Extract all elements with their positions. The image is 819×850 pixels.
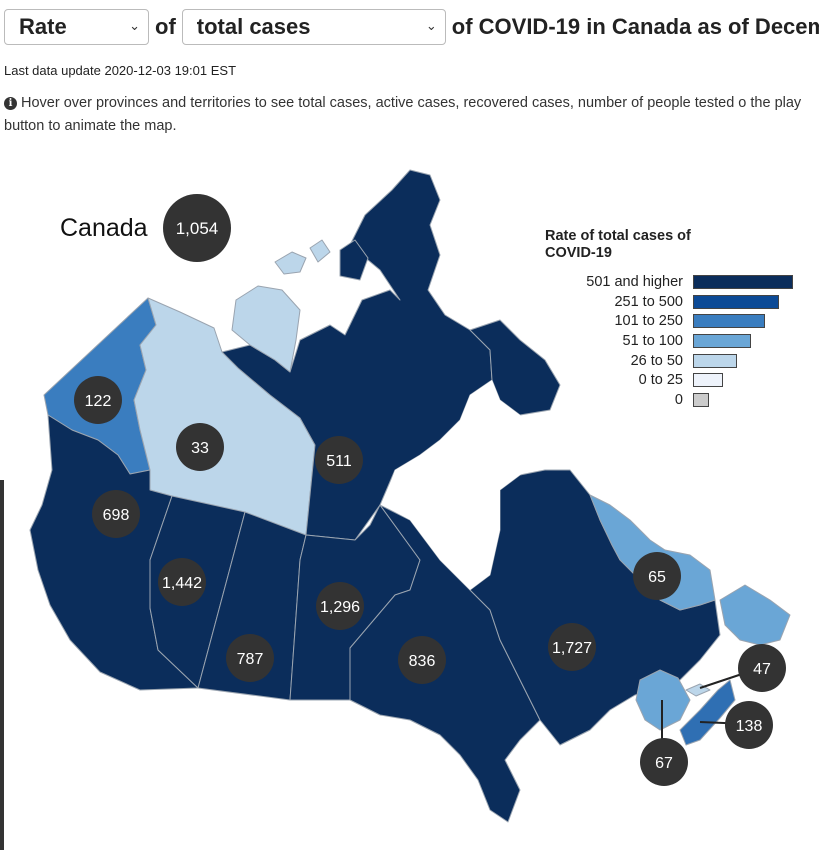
legend-swatch bbox=[693, 294, 779, 309]
legend-swatch bbox=[693, 314, 765, 329]
metric-select[interactable]: Rate ⌄ bbox=[4, 9, 149, 45]
legend-swatch bbox=[693, 274, 793, 289]
region-value: 787 bbox=[237, 651, 264, 668]
legend-item-label: 0 bbox=[674, 391, 683, 408]
info-text-block: i Hover over provinces and territories to… bbox=[4, 92, 816, 138]
region-nwt-island[interactable] bbox=[231, 285, 301, 373]
region-value: 511 bbox=[326, 453, 352, 470]
legend-item: 0 bbox=[545, 390, 793, 410]
region-bubble-circle bbox=[158, 558, 206, 606]
region-bubble-circle bbox=[74, 376, 122, 424]
side-panel-edge bbox=[0, 480, 4, 850]
legend-item-label: 251 to 500 bbox=[614, 293, 683, 310]
region-bubble-circle bbox=[640, 738, 688, 786]
region-bubble-sk[interactable]: 787 bbox=[226, 634, 274, 682]
region-bubble-mb[interactable]: 1,296 bbox=[316, 582, 364, 630]
canada-label: Canada bbox=[60, 214, 148, 242]
region-bubble-circle bbox=[738, 644, 786, 692]
legend-item: 0 to 25 bbox=[545, 370, 793, 390]
metric-select-value: Rate bbox=[19, 14, 67, 39]
chevron-down-icon: ⌄ bbox=[129, 18, 140, 33]
region-value: 698 bbox=[103, 507, 130, 524]
region-bubble-circle bbox=[316, 582, 364, 630]
region-value: 122 bbox=[85, 393, 112, 410]
legend-item-label: 101 to 250 bbox=[614, 313, 683, 330]
legend-item-label: 26 to 50 bbox=[630, 352, 683, 369]
region-value: 67 bbox=[655, 755, 673, 772]
region-nwt-island[interactable] bbox=[309, 239, 331, 263]
region-bubble-circle bbox=[398, 636, 446, 684]
legend-item: 501 and higher bbox=[545, 272, 793, 292]
legend-title: Rate of total cases of COVID-19 bbox=[545, 228, 691, 261]
region-bubble-circle bbox=[725, 701, 773, 749]
legend-item: 101 to 250 bbox=[545, 311, 793, 331]
region-bubble-circle bbox=[176, 423, 224, 471]
region-bubble-qc[interactable]: 1,727 bbox=[548, 623, 596, 671]
page-title: of COVID-19 in Canada as of Decem bbox=[451, 14, 819, 39]
region-nova-scotia[interactable] bbox=[679, 679, 736, 746]
region-bubble-bc[interactable]: 698 bbox=[92, 490, 140, 538]
chevron-down-icon: ⌄ bbox=[425, 18, 437, 33]
legend-swatch bbox=[693, 333, 751, 348]
title-bar: Rate ⌄ of total cases ⌄ of COVID-19 in C… bbox=[4, 7, 819, 47]
region-bubble-circle bbox=[226, 634, 274, 682]
title-connector: of bbox=[155, 14, 176, 39]
legend-item: 26 to 50 bbox=[545, 351, 793, 371]
region-value: 47 bbox=[753, 661, 771, 678]
region-value: 1,442 bbox=[162, 575, 202, 592]
region-value: 836 bbox=[409, 653, 436, 670]
region-bubble-circle bbox=[633, 552, 681, 600]
case-type-select-value: total cases bbox=[196, 14, 311, 39]
region-bubble-circle bbox=[92, 490, 140, 538]
legend-item-label: 501 and higher bbox=[586, 273, 683, 290]
region-nunavut-island[interactable] bbox=[339, 239, 369, 281]
region-value: 1,727 bbox=[552, 640, 592, 657]
canada-value: 1,054 bbox=[176, 219, 219, 238]
region-bubble-nb[interactable]: 67 bbox=[640, 738, 688, 786]
region-bubble-circle bbox=[315, 436, 363, 484]
region-bubble-pe[interactable]: 47 bbox=[738, 644, 786, 692]
region-bubble-nt[interactable]: 33 bbox=[176, 423, 224, 471]
region-bubble-nl[interactable]: 65 bbox=[633, 552, 681, 600]
info-icon: i bbox=[4, 97, 17, 110]
info-text: Hover over provinces and territories to … bbox=[4, 95, 802, 134]
region-bubble-circle bbox=[548, 623, 596, 671]
last-update-text: Last data update 2020-12-03 19:01 EST bbox=[4, 63, 237, 78]
legend-items: 501 and higher 251 to 500 101 to 250 51 to … bbox=[545, 272, 793, 410]
legend-swatch bbox=[693, 353, 737, 368]
legend-item-label: 51 to 100 bbox=[622, 332, 683, 349]
case-type-select[interactable]: total cases ⌄ bbox=[181, 9, 446, 45]
region-nunavut-island[interactable] bbox=[469, 319, 561, 416]
region-bubble-on[interactable]: 836 bbox=[398, 636, 446, 684]
region-value: 33 bbox=[191, 440, 209, 457]
legend-swatch bbox=[693, 373, 723, 388]
region-nwt-island[interactable] bbox=[274, 251, 307, 275]
legend: Rate of total cases of COVID-19 501 and … bbox=[545, 228, 793, 410]
legend-item-label: 0 to 25 bbox=[638, 372, 683, 389]
region-bubble-nu[interactable]: 511 bbox=[315, 436, 363, 484]
region-bubble-yt[interactable]: 122 bbox=[74, 376, 122, 424]
region-value: 1,296 bbox=[320, 599, 360, 616]
hudson-bay bbox=[382, 380, 545, 590]
region-value: 65 bbox=[648, 569, 666, 586]
region-bubble-ns[interactable]: 138 bbox=[725, 701, 773, 749]
region-value: 138 bbox=[736, 718, 763, 735]
canada-value-bubble[interactable]: 1,054 bbox=[163, 194, 231, 262]
legend-swatch bbox=[693, 392, 709, 407]
legend-item: 251 to 500 bbox=[545, 292, 793, 312]
region-bubble-ab[interactable]: 1,442 bbox=[158, 558, 206, 606]
region-newfoundland-island[interactable] bbox=[719, 584, 791, 646]
legend-item: 51 to 100 bbox=[545, 331, 793, 351]
